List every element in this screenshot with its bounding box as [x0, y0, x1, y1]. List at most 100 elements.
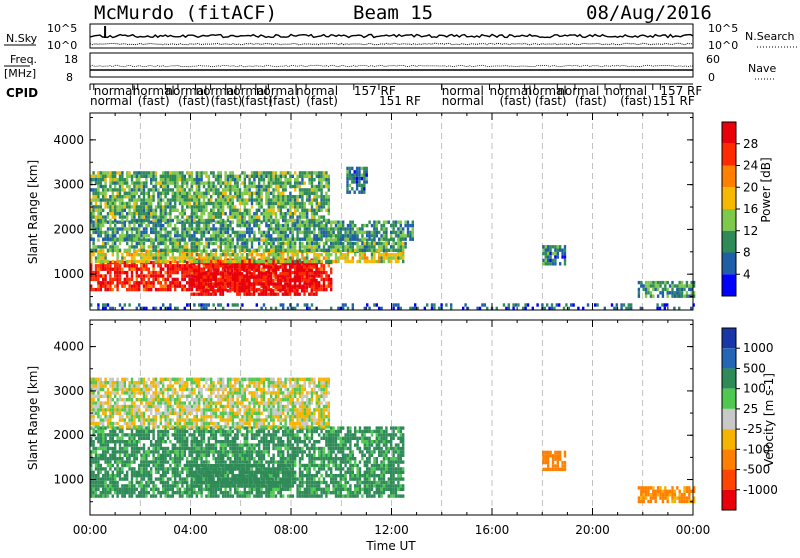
data-cell [407, 234, 409, 237]
data-cell [231, 276, 233, 279]
data-cell [97, 494, 99, 497]
data-cell [224, 279, 226, 282]
data-cell [318, 171, 320, 174]
data-cell [104, 245, 106, 248]
data-cell [385, 253, 387, 256]
data-cell [191, 198, 193, 201]
data-cell [114, 215, 116, 218]
data-cell [97, 433, 99, 436]
data-cell [109, 181, 111, 184]
data-cell [155, 278, 157, 281]
data-cell [145, 268, 147, 271]
data-cell [128, 454, 130, 457]
data-cell [162, 437, 164, 440]
data-cell [138, 188, 140, 191]
data-cell [376, 231, 378, 234]
data-cell [222, 188, 224, 191]
data-cell [308, 274, 310, 277]
cpid-entry: normal [90, 94, 132, 108]
data-cell [184, 245, 186, 248]
data-cell [128, 278, 130, 281]
data-cell [174, 215, 176, 218]
data-cell [217, 245, 219, 248]
data-cell [131, 271, 133, 274]
data-cell [169, 256, 171, 259]
data-cell [383, 260, 385, 263]
data-cell [645, 281, 647, 284]
data-cell [181, 457, 183, 460]
data-cell [332, 249, 334, 252]
data-cell [126, 171, 128, 174]
data-cell [390, 234, 392, 237]
data-cell [272, 227, 274, 230]
data-cell [174, 185, 176, 188]
data-cell [169, 457, 171, 460]
data-cell [102, 245, 104, 248]
freq-tick-low: 8 [66, 71, 73, 84]
data-cell [246, 209, 248, 212]
data-cell [184, 271, 186, 274]
data-cell [193, 242, 195, 245]
data-cell [557, 252, 559, 255]
data-cell [172, 433, 174, 436]
data-cell [361, 187, 363, 190]
data-cell [181, 450, 183, 453]
data-cell [253, 279, 255, 282]
data-cell [358, 170, 360, 173]
data-cell [397, 238, 399, 241]
data-cell [174, 202, 176, 205]
data-cell [320, 288, 322, 291]
data-cell [275, 181, 277, 184]
data-cell [155, 450, 157, 453]
data-cell [373, 256, 375, 259]
data-cell [104, 433, 106, 436]
data-cell [313, 245, 315, 248]
data-cell [400, 221, 402, 224]
data-cell [376, 249, 378, 252]
data-cell [181, 278, 183, 281]
data-cell [114, 457, 116, 460]
data-cell [116, 281, 118, 284]
data-cell [284, 175, 286, 178]
data-cell [265, 245, 267, 248]
data-cell [124, 221, 126, 224]
data-cell [160, 202, 162, 205]
data-cell [311, 274, 313, 277]
data-cell [681, 295, 683, 298]
data-cell [268, 242, 270, 245]
data-cell [258, 227, 260, 230]
data-cell [265, 289, 267, 292]
data-cell [320, 195, 322, 198]
data-cell [241, 245, 243, 248]
data-cell [203, 303, 205, 306]
data-cell [124, 256, 126, 259]
data-cell [239, 272, 241, 275]
data-cell [244, 215, 246, 218]
data-cell [164, 440, 166, 443]
data-cell [179, 195, 181, 198]
data-cell [361, 227, 363, 230]
data-cell [200, 178, 202, 181]
data-cell [169, 249, 171, 252]
data-cell [131, 212, 133, 215]
data-cell [143, 175, 145, 178]
data-cell [409, 224, 411, 227]
data-cell [272, 178, 274, 181]
data-cell [349, 174, 351, 177]
data-cell [260, 198, 262, 201]
data-cell [229, 202, 231, 205]
data-cell [140, 281, 142, 284]
data-cell [400, 231, 402, 234]
data-cell [304, 188, 306, 191]
data-cell [282, 245, 284, 248]
data-cell [291, 265, 293, 268]
data-cell [224, 224, 226, 227]
data-cell [112, 253, 114, 256]
data-cell [140, 231, 142, 234]
data-cell [104, 454, 106, 457]
data-cell [138, 231, 140, 234]
data-cell [272, 192, 274, 195]
data-cell [174, 264, 176, 267]
data-cell [366, 303, 368, 306]
data-cell [219, 272, 221, 275]
